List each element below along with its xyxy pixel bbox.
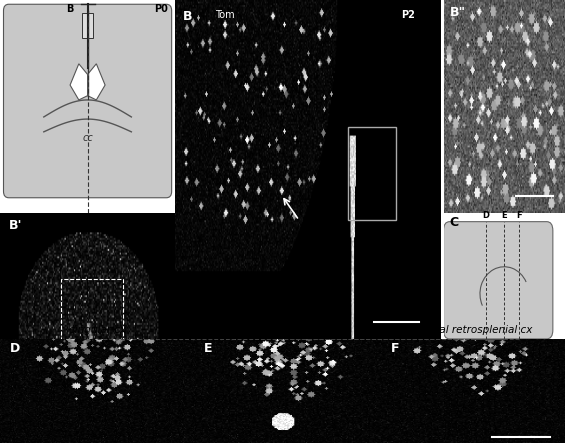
Text: B": B" xyxy=(450,6,466,19)
Text: cingular cx: cingular cx xyxy=(69,325,126,335)
Text: P2: P2 xyxy=(401,10,415,20)
Text: F: F xyxy=(516,211,521,220)
Text: rostral retrosplenial cx: rostral retrosplenial cx xyxy=(229,325,347,335)
Polygon shape xyxy=(70,64,88,100)
Polygon shape xyxy=(88,64,105,100)
Text: E: E xyxy=(204,342,213,355)
Text: cc: cc xyxy=(82,133,93,143)
Text: caudal retrosplenial cx: caudal retrosplenial cx xyxy=(414,325,532,335)
Text: B: B xyxy=(67,4,74,14)
Text: B: B xyxy=(183,10,193,23)
Text: E: E xyxy=(502,211,507,220)
Bar xyxy=(82,13,93,38)
FancyBboxPatch shape xyxy=(3,4,172,198)
FancyBboxPatch shape xyxy=(444,222,553,339)
Bar xyxy=(61,279,123,368)
Text: Tom: Tom xyxy=(215,10,234,20)
Text: P0: P0 xyxy=(154,4,168,14)
Text: F: F xyxy=(390,342,399,355)
Text: C: C xyxy=(450,217,459,229)
Text: D: D xyxy=(483,211,489,220)
Bar xyxy=(347,127,397,220)
Text: B': B' xyxy=(9,219,22,232)
Text: D: D xyxy=(10,342,20,355)
